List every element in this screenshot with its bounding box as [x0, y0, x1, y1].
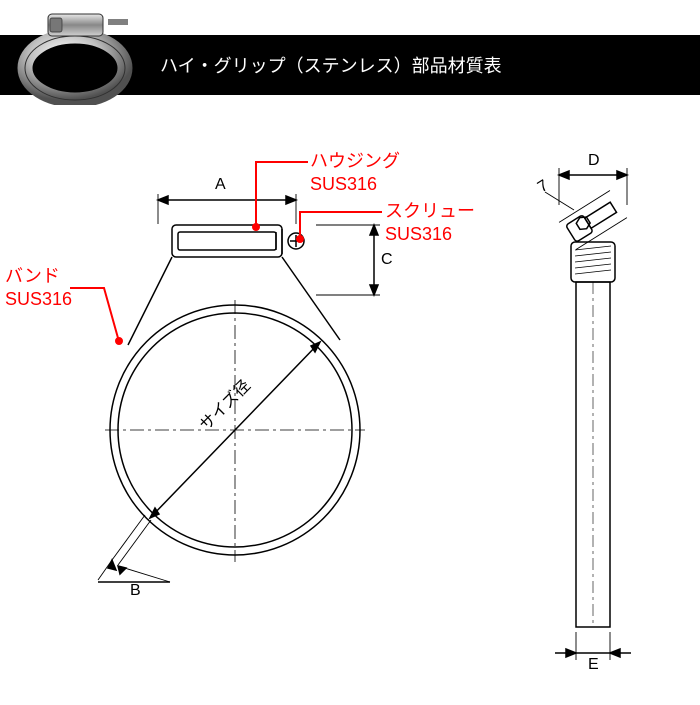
header-title: ハイ・グリップ（ステンレス）部品材質表: [160, 52, 502, 78]
dim-C: C: [381, 251, 393, 269]
callout-band: バンド SUS316: [5, 265, 72, 310]
dim-D: D: [588, 152, 600, 170]
dim-A: A: [215, 176, 226, 194]
dim-B: B: [130, 582, 141, 600]
callout-housing-material: SUS316: [310, 174, 377, 194]
callout-band-material: SUS316: [5, 289, 72, 309]
callout-housing-name: ハウジング: [310, 151, 400, 171]
callout-screw-name: スクリュー: [385, 201, 475, 221]
callout-band-name: バンド: [5, 266, 60, 286]
technical-diagram: ハウジング SUS316 スクリュー SUS316 バンド SUS316 A B…: [0, 120, 700, 700]
callout-housing: ハウジング SUS316: [310, 150, 400, 195]
callout-screw-material: SUS316: [385, 224, 452, 244]
product-photo: [0, 0, 150, 105]
dim-E: E: [588, 656, 599, 674]
callout-screw: スクリュー SUS316: [385, 200, 475, 245]
